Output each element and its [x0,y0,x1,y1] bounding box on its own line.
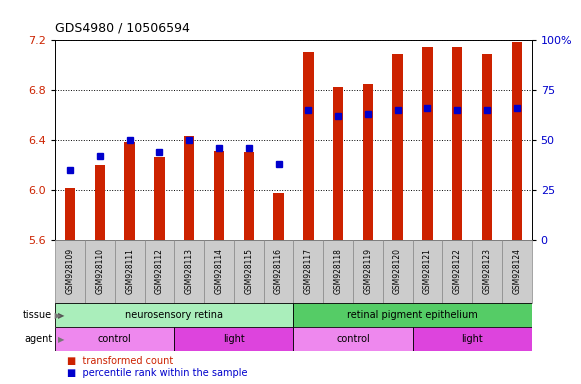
Bar [264,240,293,303]
Bar [442,240,472,303]
Bar [303,53,314,240]
Bar [234,240,264,303]
Text: GSM928114: GSM928114 [214,248,224,294]
Bar [85,240,115,303]
Bar [174,327,293,351]
Bar [174,240,204,303]
Bar [353,240,383,303]
Bar [472,240,502,303]
Bar [214,151,224,240]
Bar [65,189,76,240]
Bar [55,240,85,303]
Text: GSM928112: GSM928112 [155,248,164,294]
Bar [333,88,343,240]
Bar [204,240,234,303]
Bar [502,240,532,303]
Text: GSM928113: GSM928113 [185,248,193,294]
Text: GDS4980 / 10506594: GDS4980 / 10506594 [55,21,190,34]
Bar [413,327,532,351]
Text: GSM928123: GSM928123 [482,248,492,294]
Text: ■  transformed count: ■ transformed count [67,356,173,366]
Text: ▶: ▶ [58,311,64,319]
Bar [293,303,532,327]
Text: GSM928118: GSM928118 [333,248,343,294]
Bar [154,157,164,240]
Bar [511,43,522,240]
Bar [413,240,442,303]
Bar [95,165,105,240]
Text: light: light [223,334,245,344]
Bar [293,327,413,351]
Text: GSM928122: GSM928122 [453,248,462,294]
Text: GSM928119: GSM928119 [363,248,372,294]
Bar [293,240,323,303]
Bar [383,240,413,303]
Bar [124,142,135,240]
Text: GSM928116: GSM928116 [274,248,283,294]
Text: ■  percentile rank within the sample: ■ percentile rank within the sample [67,368,248,378]
Bar [145,240,174,303]
Text: control: control [336,334,370,344]
Bar [115,240,145,303]
Text: GSM928109: GSM928109 [66,248,74,295]
Bar [392,54,403,240]
Text: GSM928117: GSM928117 [304,248,313,294]
Text: GSM928120: GSM928120 [393,248,402,294]
Text: light: light [461,334,483,344]
Text: GSM928111: GSM928111 [125,248,134,294]
Text: control: control [98,334,132,344]
Text: GSM928121: GSM928121 [423,248,432,294]
Text: neurosensory retina: neurosensory retina [125,310,223,320]
Bar [422,48,433,240]
Text: ▶: ▶ [58,335,64,344]
Bar [323,240,353,303]
Bar [243,152,254,240]
Bar [273,194,284,240]
Text: GSM928124: GSM928124 [512,248,521,294]
Text: GSM928110: GSM928110 [95,248,105,294]
Text: retinal pigment epithelium: retinal pigment epithelium [347,310,478,320]
Text: ▶: ▶ [52,311,62,319]
Bar [452,48,462,240]
Bar [363,84,373,240]
Bar [55,303,293,327]
Bar [55,327,174,351]
Text: tissue: tissue [23,310,52,320]
Text: agent: agent [24,334,52,344]
Bar [482,54,492,240]
Text: GSM928115: GSM928115 [244,248,253,294]
Bar [184,136,195,240]
